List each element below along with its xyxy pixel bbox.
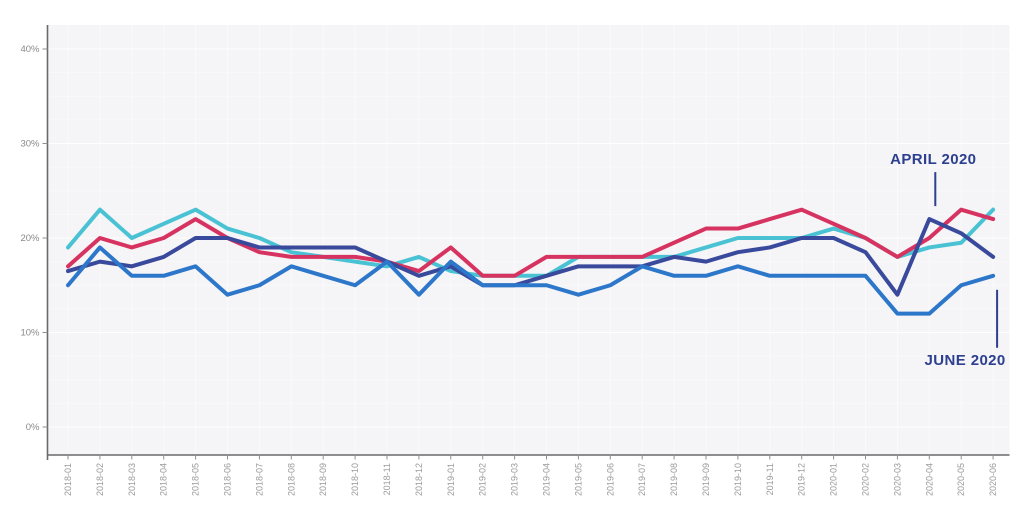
x-axis-tick-label: 2020-03 [892,463,902,496]
x-axis-tick-label: 2020-06 [988,463,998,496]
x-axis-tick-label: 2018-02 [95,463,105,496]
x-axis-tick-label: 2019-05 [573,463,583,496]
x-axis-tick-label: 2018-06 [223,463,233,496]
x-axis-tick-label: 2019-06 [605,463,615,496]
annotation-june-2020: JUNE 2020 [924,351,1006,369]
x-axis-tick-label: 2019-11 [765,463,775,495]
x-axis-tick-label: 2019-09 [701,463,711,496]
x-axis-tick-label: 2019-07 [637,463,647,496]
x-axis-tick-label: 2019-08 [669,463,679,496]
y-axis-tick-label: 0% [26,422,40,433]
x-axis-tick-label: 2018-03 [127,463,137,496]
y-axis-tick-label: 10% [20,328,40,339]
y-axis-tick-label: 40% [20,44,40,55]
x-axis-tick-label: 2020-02 [861,463,871,496]
x-axis-tick-label: 2018-05 [191,463,201,496]
x-axis-tick-label: 2020-04 [924,463,934,496]
x-axis-tick-label: 2018-08 [286,463,296,496]
x-axis-tick-label: 2018-01 [63,463,73,496]
x-axis-tick-label: 2020-05 [956,463,966,496]
x-axis-tick-label: 2018-10 [350,463,360,496]
annotation-april-2020: APRIL 2020 [890,151,977,169]
x-axis-tick-label: 2019-04 [542,463,552,496]
x-axis-tick-label: 2019-10 [733,463,743,496]
y-axis-tick-label: 20% [20,233,40,244]
x-axis-tick-label: 2019-01 [446,463,456,496]
x-axis-tick-label: 2019-03 [510,463,520,496]
x-axis-tick-label: 2018-04 [159,463,169,496]
x-axis-tick-label: 2020-01 [829,463,839,496]
y-axis-tick-label: 30% [20,139,40,150]
x-axis-tick-label: 2019-02 [478,463,488,496]
x-axis-tick-label: 2019-12 [797,463,807,496]
x-axis-tick-label: 2018-09 [318,463,328,496]
x-axis-tick-label: 2018-07 [254,463,264,496]
x-axis-tick-label: 2018-11 [382,463,392,495]
x-axis-tick-label: 2018-12 [414,463,424,496]
